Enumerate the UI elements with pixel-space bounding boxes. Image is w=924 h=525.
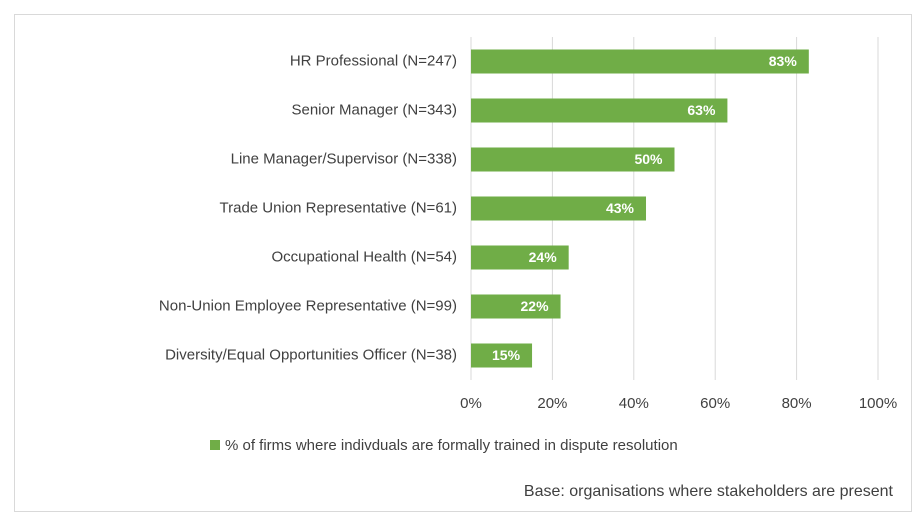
y-tick-label: Diversity/Equal Opportunities Officer (N… — [165, 346, 457, 363]
data-label: 22% — [521, 298, 550, 314]
legend-label: % of firms where indivduals are formally… — [225, 437, 678, 454]
y-tick-label: HR Professional (N=247) — [290, 52, 457, 69]
data-label: 15% — [492, 347, 521, 363]
bar — [471, 294, 561, 319]
data-label: 83% — [769, 53, 798, 69]
y-tick-label: Senior Manager (N=343) — [291, 101, 457, 118]
data-label: 43% — [606, 200, 635, 216]
x-tick-label: 20% — [537, 395, 567, 412]
data-label: 24% — [529, 249, 558, 265]
x-tick-label: 0% — [460, 395, 482, 412]
x-tick-label: 60% — [700, 395, 730, 412]
y-tick-label: Line Manager/Supervisor (N=338) — [231, 150, 457, 167]
y-tick-label: Occupational Health (N=54) — [271, 248, 457, 265]
legend-swatch — [210, 440, 220, 450]
bar — [471, 343, 533, 368]
y-tick-label: Non-Union Employee Representative (N=99) — [159, 297, 457, 314]
x-tick-label: 40% — [619, 395, 649, 412]
data-label: 63% — [687, 102, 716, 118]
x-tick-label: 100% — [859, 395, 897, 412]
annotation: Base: organisations where stakeholders a… — [524, 483, 894, 500]
bar — [471, 98, 728, 123]
data-label: 50% — [634, 151, 663, 167]
bar — [471, 245, 569, 270]
bar — [471, 49, 809, 74]
x-tick-label: 80% — [782, 395, 812, 412]
bar — [471, 196, 647, 221]
bar — [471, 147, 675, 172]
y-tick-label: Trade Union Representative (N=61) — [220, 199, 457, 216]
chart-border — [14, 14, 912, 512]
